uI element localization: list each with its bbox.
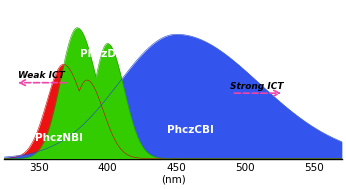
Text: PhczNBI: PhczNBI: [35, 133, 83, 143]
Text: Weak ICT: Weak ICT: [18, 71, 65, 80]
X-axis label: (nm): (nm): [161, 175, 185, 185]
Text: Strong ICT: Strong ICT: [230, 81, 283, 91]
Text: PhczDCBI: PhczDCBI: [80, 49, 135, 59]
Text: PhczCBI: PhczCBI: [167, 125, 214, 135]
